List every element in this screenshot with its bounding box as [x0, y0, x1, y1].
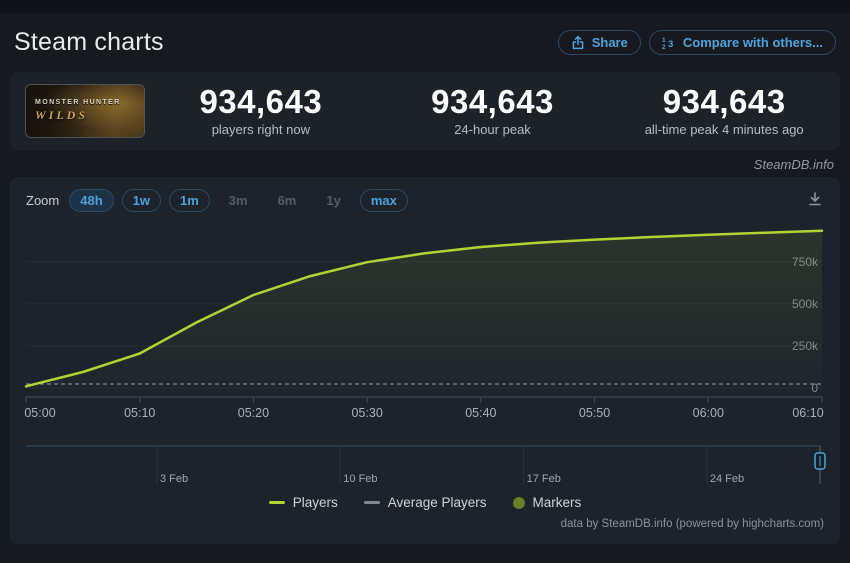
share-button-label: Share: [591, 35, 628, 50]
players-area-fill: [26, 230, 822, 388]
players-line[interactable]: [24, 229, 824, 388]
legend-marker-line: [268, 501, 285, 504]
download-icon: [806, 192, 824, 211]
stat-24h-peak-value: 934,643: [431, 82, 554, 120]
browser-top-strip: [0, 0, 850, 13]
share-button[interactable]: Share: [557, 30, 641, 55]
legend-item-average-players[interactable]: Average Players: [363, 495, 487, 510]
x-axis-label: 06:00: [693, 406, 724, 420]
navigator-date-label: 24 Feb: [710, 473, 744, 485]
svg-text:3: 3: [668, 39, 673, 50]
legend-marker-circle: [512, 496, 525, 509]
stat-players-now-label: players right now: [211, 122, 310, 138]
compare-button[interactable]: 1 2 3 Compare with others...: [648, 30, 836, 55]
chart-canvas[interactable]: 0250k500k750k05:0005:1005:2005:3005:4005…: [10, 177, 840, 544]
legend-label: Markers: [532, 495, 582, 510]
x-axis-label: 06:10: [792, 406, 823, 420]
page-header: Steam charts Share 1 2 3 Compare with ot…: [0, 13, 850, 72]
stat-players-now: 934,643 players right now: [145, 82, 377, 138]
x-axis-label: 05:30: [352, 406, 383, 420]
steamdb-watermark: SteamDB.info: [753, 157, 834, 172]
legend-label: Players: [292, 495, 338, 510]
stat-alltime-peak-value: 934,643: [662, 82, 786, 120]
x-axis-label: 05:50: [579, 406, 610, 420]
header-actions: Share 1 2 3 Compare with others...: [557, 30, 836, 55]
legend-label: Average Players: [387, 495, 487, 510]
download-chart-button[interactable]: [804, 188, 826, 213]
legend-marker-line: [363, 501, 380, 504]
legend-item-markers[interactable]: Markers: [512, 495, 582, 510]
range-button-1m[interactable]: 1m: [168, 189, 210, 212]
share-icon: [571, 35, 585, 50]
chart-credit: data by SteamDB.info (powered by highcha…: [560, 518, 824, 530]
x-axis-label: 05:20: [238, 406, 269, 420]
svg-text:2: 2: [662, 44, 666, 50]
game-capsule-image[interactable]: MONSTER HUNTER WILDS: [25, 84, 145, 138]
compare-button-label: Compare with others...: [682, 35, 823, 50]
stat-players-now-value: 934,643: [199, 82, 323, 120]
stat-alltime-peak-label: all-time peak 4 minutes ago: [644, 122, 804, 138]
range-button-max[interactable]: max: [359, 189, 408, 212]
x-axis-label: 05:10: [124, 406, 155, 420]
game-name-line1: MONSTER HUNTER: [35, 99, 121, 106]
game-name-line2: WILDS: [35, 108, 89, 122]
legend-item-players[interactable]: Players: [268, 495, 338, 510]
ordered-list-icon: 1 2 3: [662, 36, 676, 50]
stat-24h-peak-label: 24-hour peak: [454, 122, 531, 138]
range-button-48h[interactable]: 48h: [69, 189, 114, 212]
stats-panel: MONSTER HUNTER WILDS 934,643 players rig…: [10, 72, 840, 150]
stat-24h-peak: 934,643 24-hour peak: [377, 82, 609, 138]
svg-text:1: 1: [662, 37, 666, 44]
navigator-date-label: 3 Feb: [160, 473, 188, 485]
range-button-1w[interactable]: 1w: [121, 189, 161, 212]
page-title: Steam charts: [14, 28, 164, 56]
chart-toolbar: Zoom 48h 1w 1m 3m 6m 1y max: [26, 188, 826, 213]
chart-legend: Players Average Players Markers: [10, 495, 840, 510]
range-button-3m: 3m: [218, 189, 259, 212]
range-button-6m: 6m: [267, 189, 308, 212]
range-button-1y: 1y: [315, 189, 351, 212]
x-axis-label: 05:00: [24, 406, 55, 420]
zoom-label: Zoom: [26, 193, 60, 208]
navigator-date-label: 10 Feb: [343, 473, 377, 485]
zoom-range-buttons: 48h 1w 1m 3m 6m 1y max: [69, 189, 408, 212]
navigator-date-label: 17 Feb: [527, 473, 561, 485]
stat-alltime-peak: 934,643 all-time peak 4 minutes ago: [608, 82, 840, 138]
x-axis-label: 05:40: [465, 406, 496, 420]
